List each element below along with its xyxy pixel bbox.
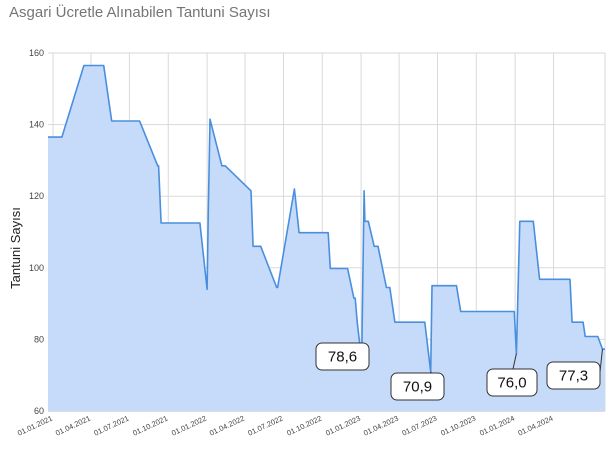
annotation-box xyxy=(390,372,445,401)
x-tick-label: 01.01.2023 xyxy=(324,414,362,438)
annotation-box xyxy=(546,361,601,390)
y-tick-label: 140 xyxy=(29,120,44,130)
annotation-box xyxy=(486,368,538,397)
series-line xyxy=(48,64,605,373)
y-tick-label: 80 xyxy=(34,334,44,344)
x-tick-label: 01.04.2022 xyxy=(208,414,246,438)
annotation-label: 70,9 xyxy=(403,379,432,396)
x-tick-label: 01.07.2023 xyxy=(400,414,438,438)
y-tick-label: 100 xyxy=(29,263,44,273)
x-tick-label: 01.04.2023 xyxy=(362,414,400,438)
x-tick-label: 01.04.2021 xyxy=(54,414,92,438)
y-tick-label: 60 xyxy=(34,406,44,416)
x-tick-label: 01.10.2022 xyxy=(285,414,323,438)
series-area xyxy=(48,65,605,411)
x-tick-label: 01.04.2024 xyxy=(517,414,555,438)
x-tick-label: 01.10.2023 xyxy=(439,414,477,438)
x-tick-label: 01.07.2022 xyxy=(246,414,284,438)
y-axis-label: Tantuni Sayısı xyxy=(8,207,23,289)
x-tick-label: 01.01.2021 xyxy=(16,414,54,438)
annotation-box xyxy=(315,342,370,371)
annotation-label: 78,6 xyxy=(328,349,357,366)
x-tick-label: 01.10.2021 xyxy=(131,414,169,438)
annotations: 78,6 70,9 76,0 77,3 xyxy=(315,342,603,401)
x-tick-label: 01.01.2022 xyxy=(170,414,208,438)
chart-title: Asgari Ücretle Alınabilen Tantuni Sayısı xyxy=(9,4,271,21)
y-axis-ticks: 60 80 100 120 140 160 xyxy=(29,48,44,416)
annotation-leader xyxy=(512,353,517,370)
y-tick-label: 160 xyxy=(29,48,44,58)
annotation-label: 76,0 xyxy=(497,375,526,392)
x-tick-label: 01.01.2024 xyxy=(478,414,516,438)
x-tick-label: 01.07.2021 xyxy=(92,414,130,438)
annotation-label: 77,3 xyxy=(559,368,588,385)
y-tick-label: 120 xyxy=(29,191,44,201)
x-axis-ticks: 01.01.2021 01.04.2021 01.07.2021 01.10.2021… xyxy=(16,414,554,438)
